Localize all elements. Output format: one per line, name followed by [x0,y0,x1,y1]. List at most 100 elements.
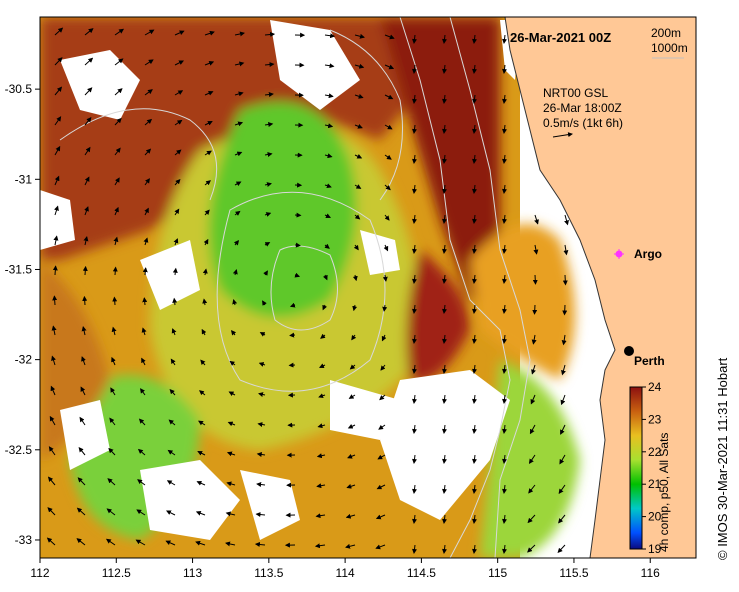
current-arrow [111,356,116,366]
current-arrow [560,394,566,406]
current-arrow [166,480,176,486]
current-arrow [384,64,395,70]
city-dot-icon[interactable] [624,346,634,356]
current-arrow [114,206,119,216]
colorbar [629,386,643,550]
current-arrow [528,454,536,465]
colorbar-tick-label: 21 [648,477,662,491]
current-arrow [531,334,537,345]
current-arrow [442,544,447,554]
current-arrow [112,296,118,306]
current-arrow [229,360,236,366]
current-arrow [136,509,146,516]
current-arrow [264,92,274,97]
current-arrow [264,182,272,187]
current-arrow [472,94,477,104]
current-arrow [379,394,386,401]
current-arrow [47,476,56,486]
current-arrow [412,304,417,314]
current-arrow [54,57,63,66]
x-tick-label: 112.5 [102,566,131,580]
current-arrow [354,33,365,39]
current-arrow [76,538,86,546]
current-arrow [502,544,507,554]
current-arrow [316,483,326,489]
current-arrow [289,332,296,338]
current-arrow [258,362,266,367]
current-arrow [378,424,386,430]
current-arrow [314,543,326,549]
current-arrow [54,86,63,96]
current-arrow [172,267,178,276]
x-tick-label: 115.5 [559,566,588,580]
current-arrow [384,34,395,40]
current-arrow [144,148,152,156]
current-arrow [197,451,206,456]
colorbar-ticks: 19 20 21 22 23 24 [642,380,662,556]
current-arrow [502,304,507,314]
current-arrow [442,244,447,254]
current-arrow [442,484,447,494]
current-arrow [559,454,566,465]
current-arrow [114,177,120,186]
y-tick-label: -31.5 [5,262,33,276]
current-arrow [472,214,477,224]
current-arrow [354,123,363,129]
current-arrow [502,334,507,344]
current-arrow [558,484,566,495]
current-arrow [84,206,89,216]
current-arrow [532,304,538,315]
current-arrow [412,94,417,104]
current-arrow [201,328,207,336]
current-arrow [53,235,59,246]
current-arrow [442,214,447,224]
current-arrow [144,118,153,126]
current-arrow [135,539,146,546]
current-arrow [502,64,507,74]
current-arrow [195,510,206,516]
current-arrow [502,514,507,524]
current-arrow [442,184,447,194]
current-arrow [472,394,477,404]
argo-float-icon[interactable] [614,249,624,259]
current-arrow [143,237,149,246]
current-arrow [412,214,417,224]
current-arrow [315,513,326,519]
current-arrow [225,511,236,517]
current-arrow [257,422,266,427]
current-arrow [345,513,356,519]
current-arrow [412,184,417,194]
current-arrow [81,356,86,366]
current-arrow [204,209,210,216]
current-arrow [442,334,447,344]
current-arrow [84,28,94,36]
current-arrow [353,244,359,251]
current-arrow [324,93,334,99]
current-arrow [472,184,477,194]
current-arrow [264,62,275,68]
current-arrow [412,424,417,434]
current-arrow [442,454,447,464]
land-mass [505,17,696,558]
isobath-legend-1000: 1000m [651,41,688,55]
current-arrow [502,484,507,494]
credit-text: © IMOS 30-Mar-2021 11:31 Hobart [715,357,730,560]
current-arrow [472,514,477,524]
current-arrow [502,244,507,254]
current-arrow [234,31,245,37]
current-arrow [472,124,477,134]
current-arrow [264,122,274,127]
current-arrow [502,394,507,404]
current-arrow [354,214,361,220]
current-arrow [264,212,272,217]
y-tick-label: -32.5 [5,443,33,457]
current-arrow [46,537,56,546]
current-arrow [204,180,211,186]
current-arrow [76,507,86,516]
current-arrow [472,484,477,494]
current-arrow [225,541,236,547]
current-arrow [234,151,243,157]
current-arrow [168,419,176,426]
current-arrow [114,147,121,156]
